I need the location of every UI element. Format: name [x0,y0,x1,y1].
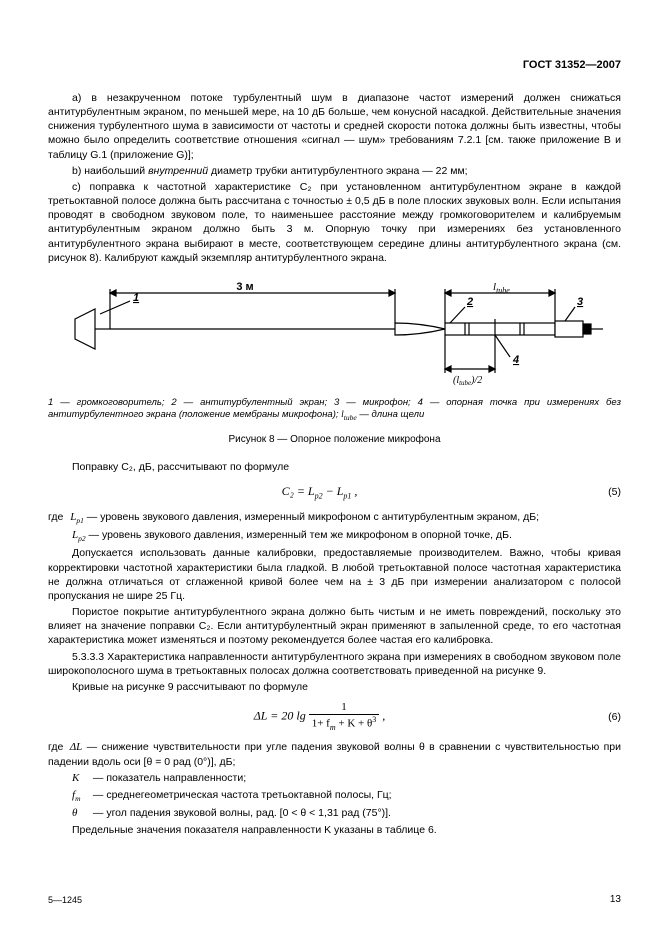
fig-n4: 4 [512,354,519,366]
fig-3m: 3 м [236,281,253,293]
equation-5-row: C₂ = Lp2 − Lp1 , (5) [48,483,621,502]
body-p2: Пористое покрытие антитурбулентного экра… [48,605,621,648]
footer-right: 13 [610,893,621,907]
fig-cap-lead: 1 — громкоговоритель; 2 — антитурбулентн… [48,397,621,420]
header-standard: ГОСТ 31352—2007 [48,58,621,73]
where-line-2: Lp2 — уровень звукового давления, измере… [48,528,621,544]
lp1-txt: — уровень звукового давления, измеренный… [84,511,539,523]
body-p1: Допускается использовать данные калибров… [48,546,621,603]
equation-6-frac: 1 1+ fm + K + θ3 [309,702,380,732]
page: ГОСТ 31352—2007 a) в незакрученном поток… [0,0,661,936]
equation-6-num: (6) [591,710,621,724]
K-sym: K [72,771,90,786]
equation-6: ΔL = 20 lg 1 1+ fm + K + θ3 , [254,702,385,732]
fig-ltube: ltube [493,281,510,295]
K-txt: — показатель направленности; [90,772,246,784]
theta-sym: θ [72,806,90,821]
where-theta: θ — угол падения звуковой волны, рад. [0… [48,806,621,821]
lp1-sym: Lp1 [70,510,84,526]
body-p5: Предельные значения показателя направлен… [48,823,621,837]
para-b-italic: внутренний [148,165,208,177]
where-line-1: где Lp1 — уровень звукового давления, из… [48,510,621,526]
body-p4: Кривые на рисунке 9 рассчитывают по форм… [48,680,621,694]
fm-txt: — среднегеометрическая частота третьокта… [90,789,392,801]
equation-5-num: (5) [591,485,621,499]
fig-cap-tail: — длина щели [357,409,425,420]
para-b: b) наибольший внутренний диаметр трубки … [48,164,621,178]
figure-8-svg: 3 м ltube 1 2 3 4 (ltube)/2 [65,279,605,389]
footer-left: 5—1245 [48,894,82,906]
theta-txt: — угол падения звуковой волны, рад. [0 <… [90,807,391,819]
body-p3: 5.3.3.3 Характеристика направленности ан… [48,650,621,678]
fig-n2: 2 [466,296,473,308]
figure-8-title: Рисунок 8 — Опорное положение микрофона [48,433,621,447]
figure-8: 3 м ltube 1 2 3 4 (ltube)/2 [65,279,605,389]
dL-txt: — снижение чувствительности при угле пад… [48,741,621,768]
fig-cap-sym: ltube [341,410,357,420]
where-word-2: где [48,741,63,753]
figure-8-caption: 1 — громкоговоритель; 2 — антитурбулентн… [48,397,621,423]
fig-lhalf: (ltube)/2 [453,375,482,387]
where-fm: fm — среднегеометрическая частота третьо… [48,788,621,804]
fig-n3: 3 [577,296,583,308]
para-a: a) в незакрученном потоке турбулентный ш… [48,91,621,162]
para-c: c) поправка к частотной характеристике C… [48,180,621,265]
where-dL: где ΔL — снижение чувствительности при у… [48,740,621,769]
where-K: K — показатель направленности; [48,771,621,786]
lp2-txt: — уровень звукового давления, измеренный… [86,529,512,541]
fig-n1: 1 [133,292,139,304]
lp2-sym: Lp2 [72,528,86,544]
equation-5: C₂ = Lp2 − Lp1 , [282,483,358,502]
corr-intro: Поправку C₂, дБ, рассчитывают по формуле [48,460,621,474]
equation-6-row: ΔL = 20 lg 1 1+ fm + K + θ3 , (6) [48,702,621,732]
where-word: где [48,511,63,523]
fm-sym: fm [72,788,90,804]
dL-sym: ΔL [70,740,83,755]
para-b-tail: диаметр трубки антитурбулентного экрана … [208,165,467,177]
para-b-lead: b) наибольший [72,165,148,177]
